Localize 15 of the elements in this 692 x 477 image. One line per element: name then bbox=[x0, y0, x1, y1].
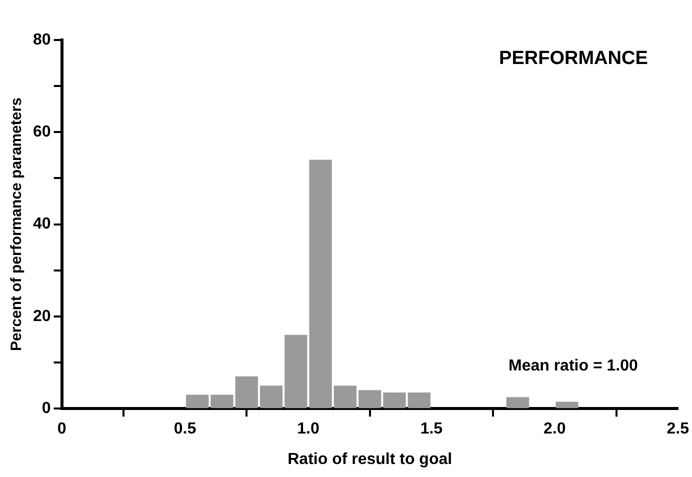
x-tick-label: 2.5 bbox=[666, 420, 690, 438]
y-axis-title: Percent of performance parameters bbox=[8, 98, 26, 352]
y-tick-label: 0 bbox=[42, 400, 51, 418]
x-tick-label: 1.5 bbox=[420, 420, 443, 438]
x-axis-title: Ratio of result to goal bbox=[288, 450, 452, 468]
chart-title: PERFORMANCE bbox=[499, 48, 648, 69]
y-tick-label: 80 bbox=[33, 31, 51, 48]
y-tick-label: 40 bbox=[33, 216, 51, 233]
x-tick-label: 2.0 bbox=[544, 420, 566, 438]
annotation: Mean ratio = 1.00 bbox=[508, 358, 638, 375]
x-tick-label: 0.5 bbox=[174, 420, 196, 438]
x-tick-label: 0 bbox=[57, 420, 66, 438]
x-tick-label: 1.0 bbox=[297, 420, 320, 438]
y-tick-label: 60 bbox=[33, 124, 51, 141]
y-tick-label: 20 bbox=[33, 308, 51, 325]
